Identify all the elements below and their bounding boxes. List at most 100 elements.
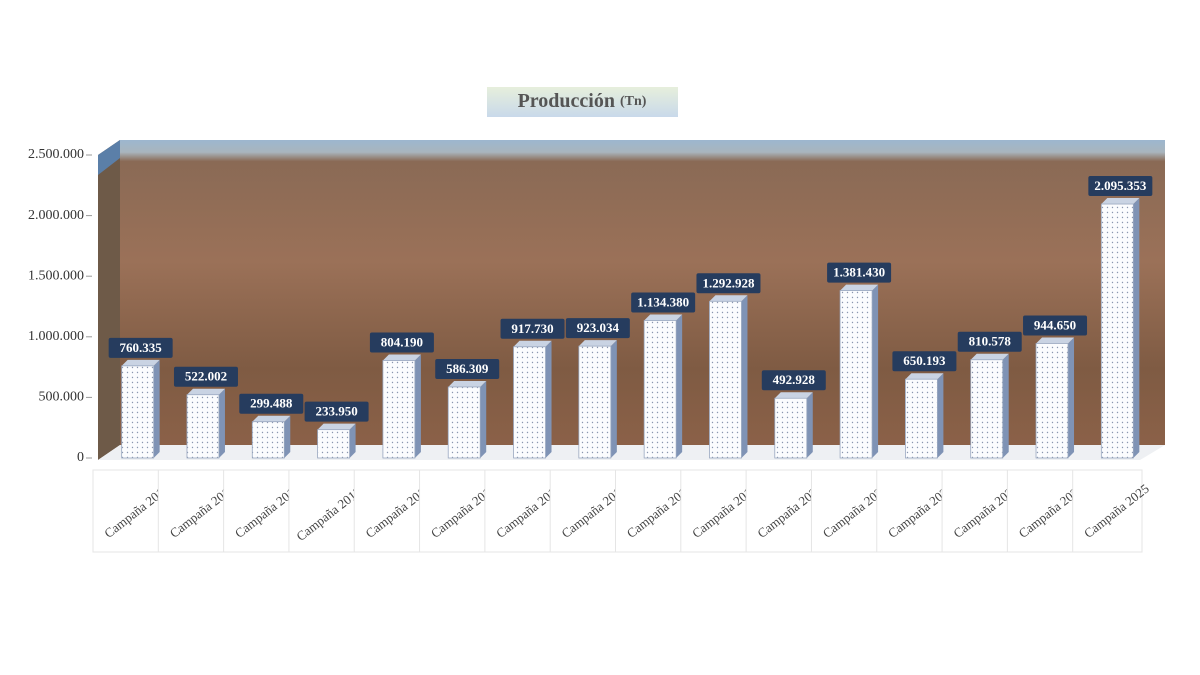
bar-top: [1101, 198, 1140, 205]
value-label: 810.578: [969, 334, 1012, 349]
bar: [643, 320, 677, 459]
bar-top: [121, 359, 160, 366]
value-label-box: [435, 358, 500, 379]
title-box: [487, 87, 678, 117]
bar: [251, 421, 285, 459]
y-tick-label: 2.500.000: [28, 147, 84, 162]
value-label: 917.730: [511, 321, 553, 336]
bar-side: [937, 373, 944, 458]
value-label: 650.193: [903, 353, 946, 368]
category-box: [1072, 469, 1143, 553]
value-label-box: [565, 318, 630, 339]
category-box: [745, 469, 816, 553]
bar-side: [741, 295, 748, 458]
bar-side: [284, 415, 291, 458]
subtitle: (Tn): [620, 94, 647, 109]
category-box: [680, 469, 751, 553]
bar-side: [414, 354, 421, 458]
bar-side: [1133, 198, 1140, 458]
floor: [98, 445, 1165, 460]
bar: [578, 345, 612, 459]
bar-top: [1036, 337, 1075, 344]
value-label: 760.335: [120, 340, 163, 355]
value-label-box: [173, 366, 238, 387]
bar: [774, 397, 808, 459]
category-box: [810, 469, 882, 553]
value-label-box: [1088, 176, 1153, 197]
bar-side: [676, 314, 683, 458]
bar-side: [1002, 353, 1009, 458]
bar-side: [218, 388, 225, 458]
bar: [709, 300, 742, 459]
value-label: 923.034: [577, 320, 620, 335]
value-label: 492.928: [773, 372, 816, 387]
value-label: 1.381.430: [833, 265, 885, 280]
bar-top: [840, 284, 879, 291]
bar: [839, 290, 873, 459]
bar-top: [709, 295, 748, 302]
y-tick-label: 1.000.000: [28, 329, 84, 344]
value-label-box: [761, 370, 826, 391]
bar: [513, 346, 546, 459]
y-tick-label: 2.000.000: [28, 208, 84, 223]
value-label: 944.650: [1034, 317, 1076, 332]
bar-top: [317, 423, 356, 430]
bar-side: [349, 423, 356, 458]
bar-side: [480, 380, 487, 458]
bar: [1100, 203, 1134, 459]
bar-top: [186, 388, 225, 395]
bar-top: [448, 380, 487, 387]
y-tick-label: 1.500.000: [28, 268, 84, 283]
value-label-box: [892, 351, 957, 372]
bar-top: [513, 340, 552, 347]
value-label: 804.190: [381, 335, 423, 350]
value-label-box: [827, 262, 892, 283]
bar-top: [382, 354, 421, 361]
bar-side: [872, 284, 879, 458]
category-box: [353, 469, 425, 553]
value-label: 233.950: [315, 404, 357, 419]
category-box: [288, 469, 359, 553]
value-label: 586.309: [446, 361, 489, 376]
y-tick-label: 0: [77, 450, 84, 465]
bar: [186, 394, 220, 459]
bar-top: [578, 340, 617, 347]
chart-title: Producción (Tn): [518, 90, 647, 112]
y-tick-label: 500.000: [39, 390, 85, 405]
value-label: 1.292.928: [702, 275, 755, 290]
value-label: 522.002: [185, 369, 227, 384]
value-label-box: [239, 393, 304, 414]
bar-side: [806, 392, 813, 458]
bar-top: [644, 314, 683, 321]
value-label-box: [1023, 315, 1088, 336]
value-label-box: [631, 292, 696, 313]
bar-side: [545, 340, 552, 458]
title-text: Producción: [518, 90, 615, 112]
bar: [447, 386, 481, 459]
value-label: 1.134.380: [637, 294, 689, 309]
bar-top: [970, 353, 1009, 360]
bar-side: [610, 340, 617, 458]
category-box: [419, 469, 490, 553]
value-label-box: [500, 318, 565, 339]
bar-top: [905, 373, 944, 380]
side-wall: [98, 140, 120, 460]
bar: [121, 365, 155, 459]
value-label-box: [696, 273, 761, 294]
value-label: 299.488: [250, 396, 293, 411]
bar-top: [774, 392, 813, 399]
category-box: [1006, 469, 1078, 553]
category-box: [92, 469, 163, 553]
side-wall-sky: [98, 140, 120, 175]
value-label-box: [108, 337, 173, 358]
category-box: [223, 469, 294, 553]
category-box: [549, 469, 620, 553]
value-label-box: [957, 331, 1022, 352]
bar-side: [1068, 337, 1075, 458]
bar-top: [252, 415, 291, 422]
category-box: [484, 469, 555, 553]
bar: [1035, 343, 1069, 459]
bar: [905, 378, 938, 459]
bar: [382, 360, 416, 459]
